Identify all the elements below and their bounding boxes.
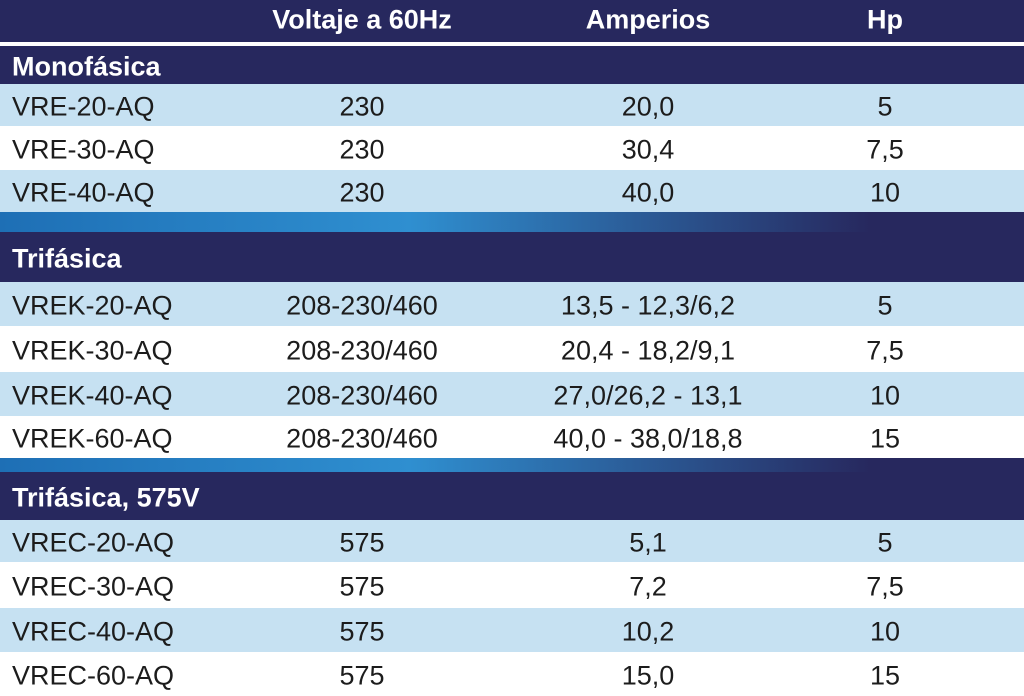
cell: 7,5 [866, 571, 904, 602]
row-band [0, 170, 1024, 212]
section-band [0, 232, 1024, 282]
cell: 575 [339, 616, 385, 647]
row-band [0, 372, 1024, 416]
cell: VREK-60-AQ [12, 423, 173, 454]
row-band [0, 416, 1024, 458]
cell: 5 [877, 290, 893, 321]
cell: 20,0 [621, 91, 675, 122]
cell: 230 [339, 177, 385, 208]
cell: 40,0 [621, 177, 675, 208]
cell: 208-230/460 [286, 423, 438, 454]
section-separator [0, 212, 1024, 232]
cell: VREK-20-AQ [12, 290, 173, 321]
cell: 7,5 [866, 335, 904, 366]
cell: 208-230/460 [286, 380, 438, 411]
cell: 30,4 [621, 134, 675, 165]
row-band [0, 652, 1024, 696]
cell: 230 [339, 91, 385, 122]
column-header: Voltaje a 60Hz [272, 4, 452, 35]
cell: 40,0 - 38,0/18,8 [553, 423, 743, 454]
cell: VRE-40-AQ [12, 177, 155, 208]
cell: 10 [869, 380, 901, 411]
row-band [0, 520, 1024, 562]
cell: 20,4 - 18,2/9,1 [560, 335, 736, 366]
cell: 208-230/460 [286, 290, 438, 321]
cell: 15 [869, 660, 901, 691]
cell: 5 [877, 91, 893, 122]
cell: 575 [339, 527, 385, 558]
cell: VRE-30-AQ [12, 134, 155, 165]
cell: 15,0 [621, 660, 675, 691]
cell: 7,2 [629, 571, 667, 602]
cell: VREC-30-AQ [12, 571, 175, 602]
header-rule [0, 42, 1024, 46]
row-band [0, 562, 1024, 608]
row-band [0, 282, 1024, 326]
cell: 5 [877, 527, 893, 558]
cell: 7,5 [866, 134, 904, 165]
cell: VREC-60-AQ [12, 660, 175, 691]
cell: VREK-40-AQ [12, 380, 173, 411]
cell: 575 [339, 660, 385, 691]
section-separator [0, 458, 1024, 472]
row-band [0, 84, 1024, 126]
cell: VREC-40-AQ [12, 616, 175, 647]
section-band [0, 46, 1024, 84]
header-band [0, 0, 1024, 42]
cell: VREK-30-AQ [12, 335, 173, 366]
section-band [0, 472, 1024, 520]
cell: 5,1 [629, 527, 667, 558]
cell: 27,0/26,2 - 13,1 [553, 380, 743, 411]
cell: 575 [339, 571, 385, 602]
cell: 230 [339, 134, 385, 165]
section-title: Trifásica, 575V [12, 482, 200, 513]
cell: VRE-20-AQ [12, 91, 155, 122]
cell: 10 [869, 616, 901, 647]
row-band [0, 326, 1024, 372]
cell: 10 [869, 177, 901, 208]
cell: VREC-20-AQ [12, 527, 175, 558]
section-title: Trifásica [12, 243, 122, 274]
column-header: Amperios [585, 4, 711, 35]
cell: 208-230/460 [286, 335, 438, 366]
column-header: Hp [867, 4, 903, 35]
row-band [0, 608, 1024, 652]
row-band [0, 126, 1024, 170]
cell: 15 [869, 423, 901, 454]
section-title: Monofásica [12, 51, 161, 82]
cell: 10,2 [621, 616, 675, 647]
cell: 13,5 - 12,3/6,2 [560, 290, 736, 321]
